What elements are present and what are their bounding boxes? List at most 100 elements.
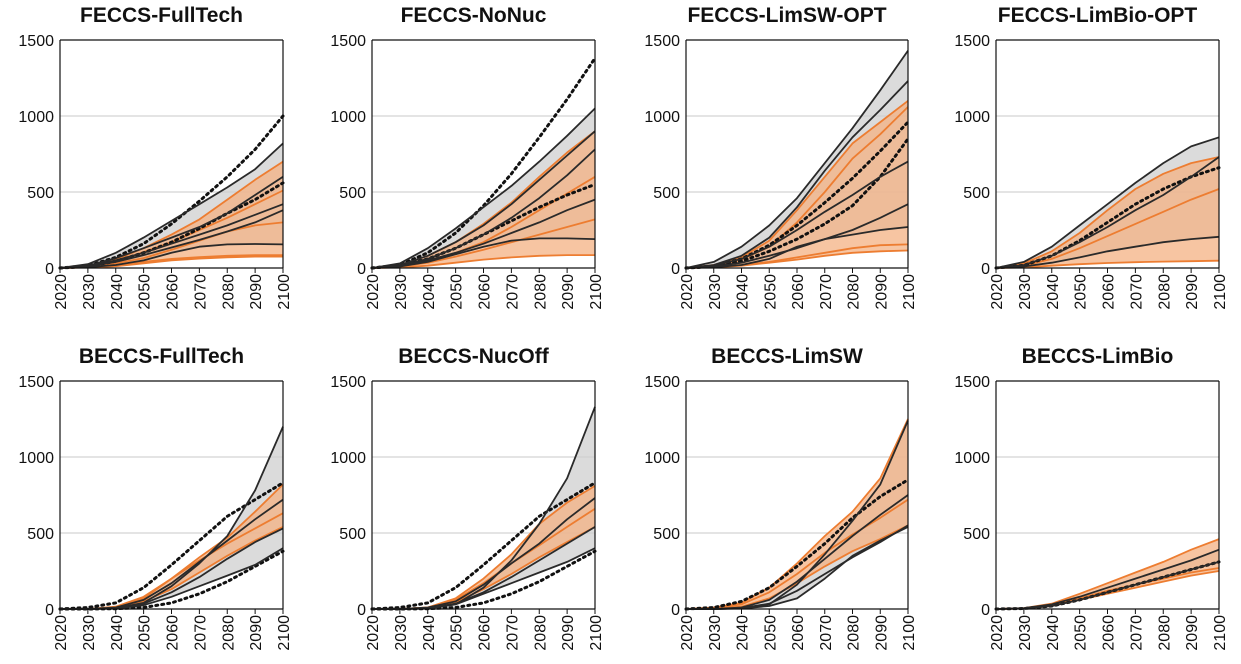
x-tick-label: 2040	[735, 615, 752, 651]
y-tick-label: 1500	[954, 374, 990, 391]
y-tick-label: 0	[357, 602, 366, 619]
x-tick-label: 2070	[504, 615, 521, 651]
x-tick-label: 2040	[1045, 615, 1062, 651]
y-tick-label: 1500	[330, 33, 366, 50]
x-tick-label: 2070	[818, 615, 835, 651]
x-tick-label: 2090	[1184, 615, 1201, 651]
chart-title: BECCS-LimBio	[1022, 345, 1174, 368]
x-tick-label: 2030	[1017, 274, 1034, 310]
black-series-line	[59, 176, 284, 269]
x-tick-label: 2040	[1045, 274, 1062, 310]
y-tick-label: 1000	[330, 450, 366, 467]
x-tick-label: 2060	[165, 615, 182, 651]
black-series-line	[685, 80, 909, 269]
x-tick-label: 2030	[1017, 615, 1034, 651]
x-tick-label: 2080	[532, 615, 549, 651]
x-tick-label: 2040	[109, 274, 126, 310]
black-series-line	[685, 50, 909, 269]
black-range-band	[372, 406, 595, 609]
y-tick-label: 500	[963, 526, 990, 543]
x-tick-label: 2080	[846, 615, 863, 651]
y-tick-label: 1500	[644, 374, 680, 391]
x-tick-label: 2050	[449, 615, 466, 651]
x-tick-label: 2020	[53, 615, 70, 651]
black-range-band	[60, 426, 283, 609]
x-tick-label: 2070	[818, 274, 835, 310]
black-series-line	[995, 156, 1220, 269]
orange-series-line	[995, 156, 1220, 269]
x-tick-label: 2050	[449, 274, 466, 310]
x-tick-label: 2050	[1073, 615, 1090, 651]
x-tick-label: 2050	[1073, 274, 1090, 310]
x-tick-label: 2100	[276, 615, 293, 651]
x-tick-label: 2100	[901, 274, 918, 310]
x-tick-label: 2090	[1184, 274, 1201, 310]
x-tick-label: 2090	[873, 274, 890, 310]
chart-title: FECCS-FullTech	[80, 4, 243, 27]
x-tick-label: 2090	[873, 615, 890, 651]
black-series-line	[371, 237, 596, 269]
x-tick-label: 2050	[762, 615, 779, 651]
y-tick-label: 0	[45, 602, 54, 619]
y-tick-label: 1500	[954, 33, 990, 50]
chart-panel-2: FECCS-NoNuc 0 500 1000 1500 2020 2030 2040 2050 2…	[330, 4, 605, 310]
x-tick-label: 2060	[477, 274, 494, 310]
y-tick-label: 1000	[644, 450, 680, 467]
y-tick-label: 0	[671, 602, 680, 619]
y-tick-label: 1500	[18, 374, 54, 391]
x-tick-label: 2060	[790, 274, 807, 310]
black-series-line	[59, 243, 284, 269]
orange-series-line	[995, 259, 1220, 269]
x-tick-label: 2040	[421, 615, 438, 651]
chart-title: FECCS-LimBio-OPT	[998, 4, 1198, 27]
x-tick-label: 2080	[220, 274, 237, 310]
x-tick-label: 2030	[707, 274, 724, 310]
x-tick-label: 2070	[192, 274, 209, 310]
black-series-line	[59, 142, 284, 269]
x-tick-label: 2100	[276, 274, 293, 310]
x-tick-label: 2100	[1212, 274, 1229, 310]
y-tick-label: 500	[27, 526, 54, 543]
x-tick-label: 2030	[393, 615, 410, 651]
x-tick-label: 2020	[53, 274, 70, 310]
y-tick-label: 1000	[18, 450, 54, 467]
chart-panel-8: BECCS-LimBio 0 500 1000 1500 2020 2030 2040 2050…	[954, 345, 1229, 651]
x-tick-label: 2080	[1156, 615, 1173, 651]
x-tick-label: 2080	[220, 615, 237, 651]
chart-title: BECCS-LimSW	[711, 345, 863, 368]
black-series-line	[685, 226, 909, 269]
chart-panel-4: FECCS-LimBio-OPT 0 500 1000 1500 2020 2030 2040…	[954, 4, 1229, 310]
y-tick-label: 1000	[18, 109, 54, 126]
x-tick-label: 2100	[1212, 615, 1229, 651]
x-tick-label: 2080	[846, 274, 863, 310]
black-series-line	[685, 203, 909, 269]
orange-range-band	[996, 157, 1219, 268]
y-tick-label: 1500	[330, 374, 366, 391]
chart-title: BECCS-FullTech	[79, 345, 244, 368]
x-tick-label: 2090	[248, 274, 265, 310]
y-tick-label: 500	[27, 185, 54, 202]
chart-panel-5: BECCS-FullTech 0 500 1000 1500 2020 2030 2040 20…	[18, 345, 293, 651]
chart-title: FECCS-NoNuc	[401, 4, 547, 27]
x-tick-label: 2070	[504, 274, 521, 310]
x-tick-label: 2100	[588, 615, 605, 651]
x-tick-label: 2070	[1128, 615, 1145, 651]
orange-series-line	[371, 254, 595, 269]
x-tick-label: 2030	[81, 274, 98, 310]
x-tick-label: 2100	[588, 274, 605, 310]
y-tick-label: 1000	[954, 450, 990, 467]
x-tick-label: 2070	[192, 615, 209, 651]
orange-range-band	[686, 100, 908, 268]
y-tick-label: 1000	[954, 109, 990, 126]
x-tick-label: 2020	[679, 274, 696, 310]
x-tick-label: 2020	[365, 615, 382, 651]
x-tick-label: 2040	[735, 274, 752, 310]
y-tick-label: 500	[653, 526, 680, 543]
y-tick-label: 1000	[644, 109, 680, 126]
black-series-line	[371, 130, 596, 269]
y-tick-label: 0	[671, 261, 680, 278]
black-series-line	[59, 209, 284, 269]
black-series-line	[995, 136, 1220, 269]
y-tick-label: 0	[357, 261, 366, 278]
